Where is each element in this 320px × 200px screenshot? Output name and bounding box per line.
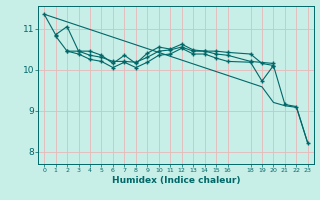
X-axis label: Humidex (Indice chaleur): Humidex (Indice chaleur)	[112, 176, 240, 185]
